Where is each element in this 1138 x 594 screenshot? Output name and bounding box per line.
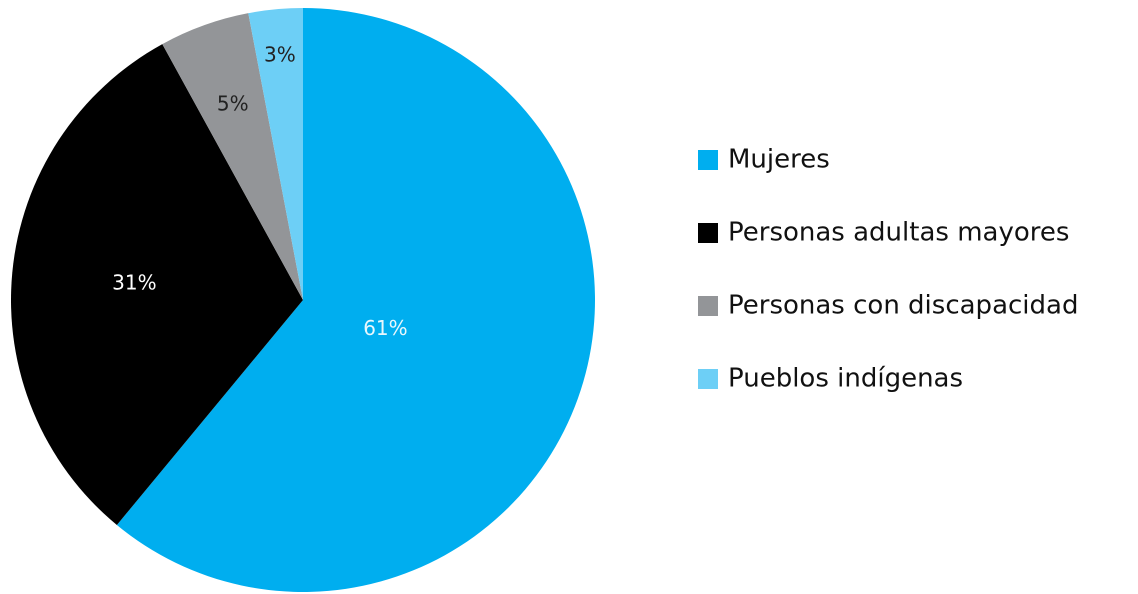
slice-label: 61% — [363, 316, 407, 340]
legend-swatch — [698, 150, 718, 170]
pie-slice — [10, 44, 303, 525]
legend-swatch — [698, 296, 718, 316]
legend-label: Personas adultas mayores — [728, 218, 1069, 248]
pie-slice — [162, 13, 303, 301]
legend-label: Pueblos indígenas — [728, 364, 963, 394]
legend-swatch — [698, 223, 718, 243]
pie-slice — [248, 8, 303, 300]
legend-label: Personas con discapacidad — [728, 291, 1078, 321]
legend-swatch — [698, 369, 718, 389]
pie-slice — [116, 8, 595, 592]
slice-label: 3% — [264, 42, 296, 66]
legend-label: Mujeres — [728, 145, 830, 175]
slice-label: 5% — [217, 91, 249, 115]
slice-label: 31% — [112, 271, 156, 295]
